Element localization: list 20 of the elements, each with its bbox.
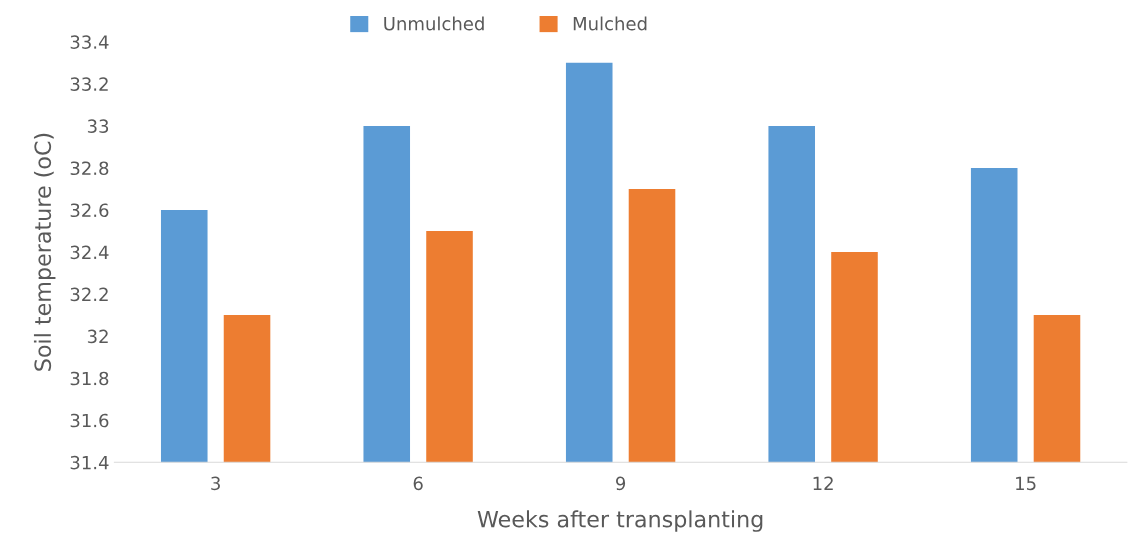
y-tick-label: 31.6	[70, 413, 109, 428]
x-axis-title: Weeks after transplanting	[477, 510, 763, 532]
x-tick-label: 3	[211, 476, 220, 491]
y-tick-label: 32.6	[70, 203, 109, 218]
x-tick-label: 12	[813, 476, 833, 490]
x-tick-label: 6	[413, 476, 423, 491]
y-tick-label: 33.2	[70, 77, 108, 91]
y-tick-label: 31.4	[70, 455, 109, 470]
y-tick-label: 32.8	[70, 161, 109, 176]
y-tick-label: 32.4	[70, 245, 109, 260]
y-tick-label: 32.2	[70, 287, 108, 302]
legend-label: Mulched	[573, 16, 647, 31]
y-tick-label: 31.8	[70, 371, 109, 386]
legend-label: Unmulched	[384, 16, 484, 31]
y-tick-label: 33.4	[70, 35, 109, 49]
y-tick-label: 32	[87, 329, 108, 344]
y-tick-label: 33	[87, 119, 109, 133]
y-axis-title: Soil temperature (oC)	[33, 133, 56, 371]
x-tick-label: 15	[1016, 476, 1036, 491]
x-tick-label: 9	[616, 476, 626, 491]
